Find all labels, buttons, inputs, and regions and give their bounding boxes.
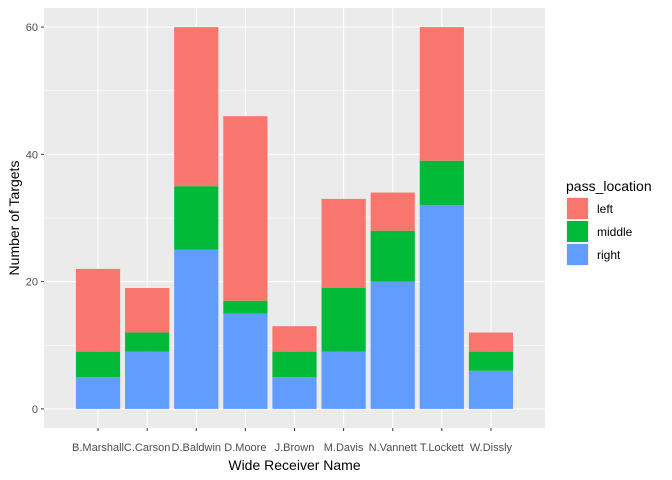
bar-dmoore-left xyxy=(223,116,268,301)
y-tick-label: 0 xyxy=(32,404,38,416)
bar-bmarshall-right xyxy=(75,377,121,409)
legend-key-left xyxy=(567,198,588,219)
bar-dmoore-middle xyxy=(223,300,268,314)
bar-dbaldwin-middle xyxy=(174,186,219,250)
legend-label-right: right xyxy=(597,248,621,262)
bar-ccarson-right xyxy=(125,351,170,409)
y-axis-title: Number of Targets xyxy=(6,161,22,276)
bar-bmarshall-left xyxy=(75,268,121,352)
y-tick-label: 40 xyxy=(26,149,38,161)
bar-wdissly-left xyxy=(468,332,514,352)
x-tick-label: M.Davis xyxy=(324,442,364,454)
x-tick-label: N.Vannett xyxy=(369,442,417,454)
bar-tlockett-middle xyxy=(419,160,464,206)
x-tick-label: C.Carson xyxy=(124,442,170,454)
legend-title: pass_location xyxy=(566,178,652,194)
bars xyxy=(75,27,514,409)
x-tick-label: D.Moore xyxy=(224,442,266,454)
bar-ccarson-left xyxy=(125,288,170,333)
x-axis: B.Marshall C.Carson D.Baldwin D.Moore J.Brow… xyxy=(72,428,513,454)
bar-bmarshall-middle xyxy=(75,351,121,378)
y-tick-label: 20 xyxy=(26,277,38,289)
x-tick-label: J.Brown xyxy=(275,442,315,454)
bar-ccarson-middle xyxy=(125,332,170,352)
legend-key-middle xyxy=(567,221,588,242)
legend-key-right xyxy=(567,244,588,265)
bar-mdavis-left xyxy=(321,198,366,288)
bar-jbrown-left xyxy=(272,326,317,352)
bar-jbrown-right xyxy=(272,377,317,409)
x-tick-label: T.Lockett xyxy=(420,442,464,454)
bar-dmoore-right xyxy=(223,313,268,409)
y-axis: 0 20 40 60 xyxy=(26,22,44,416)
bar-mdavis-middle xyxy=(321,288,366,352)
bar-wdissly-right xyxy=(468,370,514,409)
legend-label-left: left xyxy=(597,202,614,216)
bar-tlockett-left xyxy=(419,27,464,161)
legend: pass_location left middle right xyxy=(566,178,652,266)
legend-label-middle: middle xyxy=(597,225,633,239)
x-tick-label: D.Baldwin xyxy=(171,442,221,454)
bar-tlockett-right xyxy=(419,205,464,409)
y-tick-label: 60 xyxy=(26,22,38,34)
x-tick-label: B.Marshall xyxy=(72,442,124,454)
x-tick-label: W.Dissly xyxy=(470,442,513,454)
bar-nvannett-middle xyxy=(370,230,415,282)
bar-wdissly-middle xyxy=(468,351,514,371)
bar-dbaldwin-left xyxy=(174,27,219,187)
bar-nvannett-right xyxy=(370,281,415,409)
bar-nvannett-left xyxy=(370,192,415,231)
x-axis-title: Wide Receiver Name xyxy=(228,457,360,473)
bar-mdavis-right xyxy=(321,351,366,409)
bar-jbrown-middle xyxy=(272,351,317,378)
bar-dbaldwin-right xyxy=(174,249,219,409)
